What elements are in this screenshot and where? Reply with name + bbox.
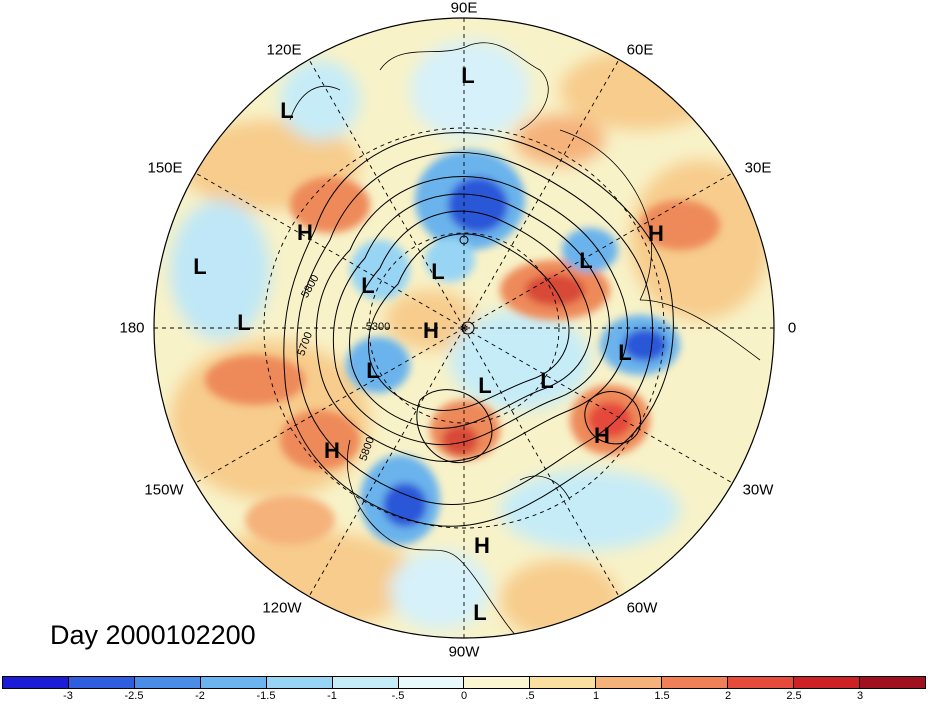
- low-pressure-marker: L: [473, 600, 486, 625]
- low-pressure-marker: L: [461, 63, 474, 88]
- colorbar-tick-label: -3: [63, 690, 73, 702]
- colorbar-tick-label: -2: [195, 690, 205, 702]
- colorbar-tick-label: -1.5: [256, 690, 276, 702]
- colorbar-tick-label: 3: [856, 690, 864, 702]
- high-pressure-marker: H: [648, 221, 664, 246]
- colorbar-tick-label: 2.5: [786, 690, 802, 702]
- colorbar-segment: [728, 677, 795, 688]
- colorbar-segment: [398, 677, 465, 688]
- coastlines: [289, 42, 761, 638]
- longitude-label: 60W: [626, 599, 658, 617]
- low-pressure-marker: L: [579, 248, 592, 273]
- low-pressure-marker: L: [280, 98, 293, 123]
- colorbar-segment: [3, 677, 69, 688]
- colorbar-tick-label: 1.5: [654, 690, 670, 702]
- longitude-label: 120E: [266, 41, 302, 59]
- colorbar-segment: [794, 677, 860, 688]
- colorbar-tick-label: -2.5: [124, 690, 144, 702]
- low-pressure-marker: L: [237, 310, 250, 335]
- graticule: [154, 18, 774, 638]
- colorbar-tick-label: 1: [592, 690, 600, 702]
- low-pressure-marker: L: [618, 340, 631, 365]
- colorbar-tick-label: -1: [327, 690, 337, 702]
- colorbar-segment: [464, 677, 531, 688]
- longitude-label: 30E: [744, 159, 772, 177]
- low-pressure-marker: L: [193, 254, 206, 279]
- longitude-label: 0: [787, 319, 797, 337]
- colorbar-tick-label: 0: [460, 690, 468, 702]
- high-pressure-marker: H: [474, 533, 490, 558]
- colorbar-tick-label: 2: [724, 690, 732, 702]
- colorbar-segment: [266, 677, 333, 688]
- low-pressure-marker: L: [431, 259, 444, 284]
- high-pressure-marker: H: [594, 423, 610, 448]
- longitude-label: 30W: [742, 481, 774, 499]
- colorbar-segment: [530, 677, 597, 688]
- contour-label: 5300: [366, 321, 390, 333]
- colorbar-tick-label: .5: [525, 690, 535, 702]
- height-contours: [283, 132, 674, 527]
- map-title: Day 2000102200: [50, 620, 256, 650]
- high-pressure-marker: H: [423, 318, 439, 343]
- longitude-label: 90E: [450, 0, 478, 17]
- colorbar-ticks: -3 -2.5 -2 -1.5 -1 -.5 0 .5 1 1.5 2 2.5 3: [0, 690, 928, 704]
- colorbar: [2, 676, 926, 689]
- colorbar-segment: [134, 677, 201, 688]
- colorbar-segment: [68, 677, 135, 688]
- longitude-label: 120W: [262, 599, 302, 617]
- low-pressure-marker: L: [366, 358, 379, 383]
- colorbar-segment: [596, 677, 663, 688]
- colorbar-tick-label: -.5: [391, 690, 405, 702]
- low-pressure-marker: L: [478, 373, 491, 398]
- colorbar-segment: [662, 677, 729, 688]
- colorbar-segment: [332, 677, 399, 688]
- low-pressure-marker: L: [540, 368, 553, 393]
- low-pressure-marker: L: [361, 273, 374, 298]
- longitude-label: 180: [119, 319, 145, 337]
- colorbar-segment: [859, 677, 925, 688]
- high-pressure-marker: H: [324, 438, 340, 463]
- pressure-centers: L L H L L L L H L L L L L H H H H L: [193, 63, 664, 625]
- colorbar-segment: [200, 677, 267, 688]
- high-pressure-marker: H: [297, 220, 313, 245]
- longitude-label: 90W: [448, 643, 480, 661]
- longitude-label: 150E: [147, 159, 183, 177]
- longitude-label: 60E: [626, 41, 654, 59]
- longitude-label: 150W: [144, 481, 184, 499]
